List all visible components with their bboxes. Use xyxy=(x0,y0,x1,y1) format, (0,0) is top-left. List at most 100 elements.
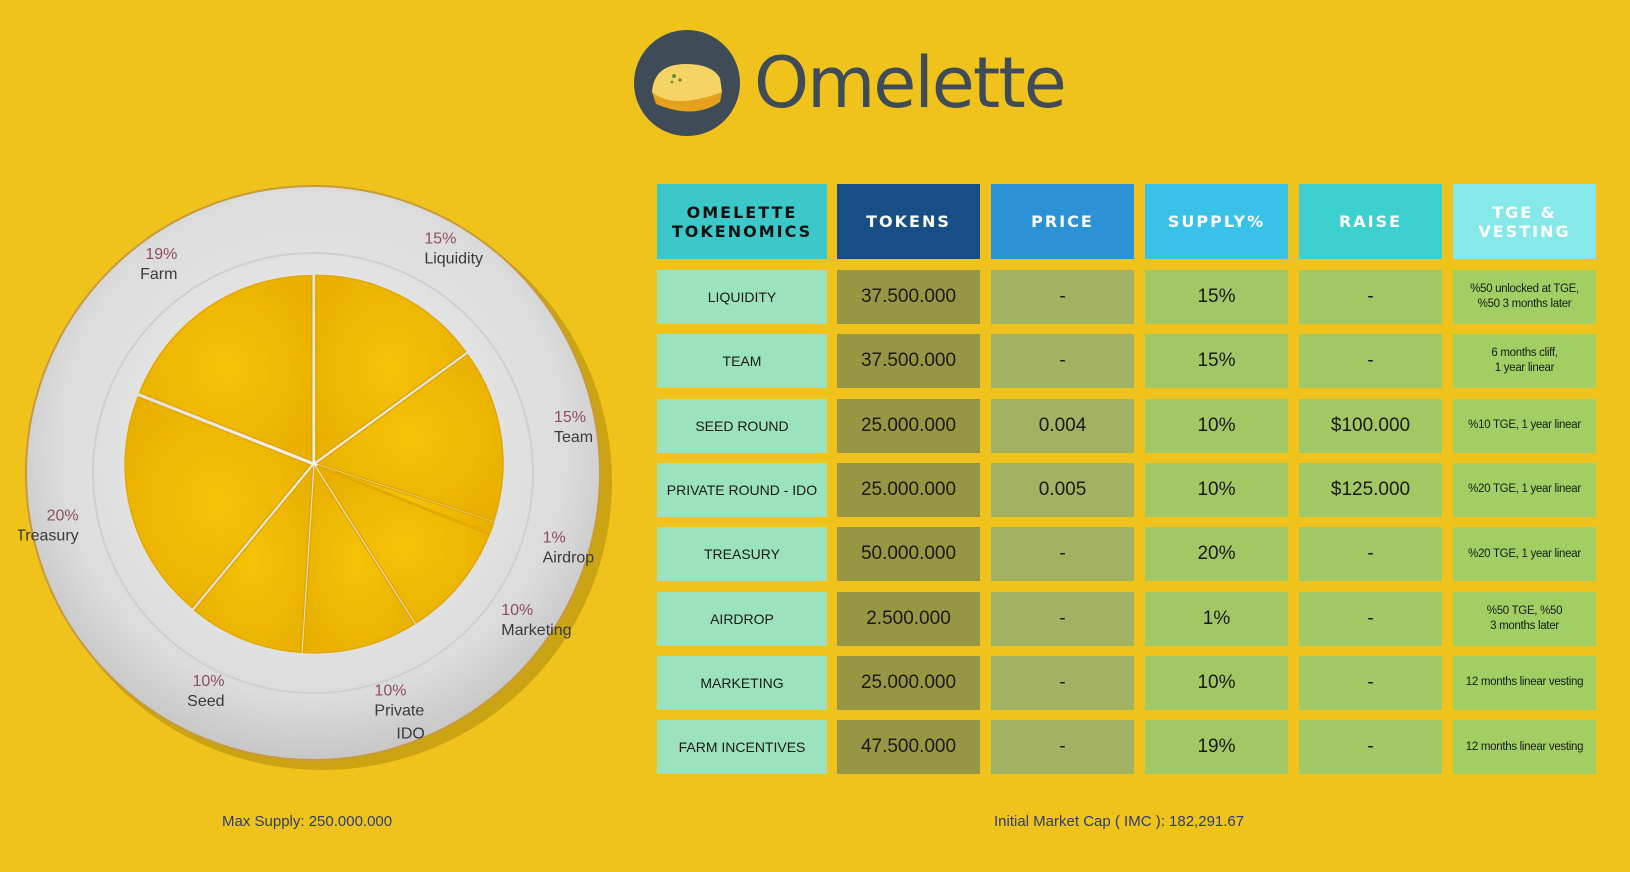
supply-cell: 10% xyxy=(1145,398,1288,453)
cell-text: - xyxy=(1367,607,1374,629)
price-cell: - xyxy=(991,591,1134,646)
cell-text: 37.500.000 xyxy=(860,350,957,372)
pie-label-private-ido-line2: IDO xyxy=(396,725,424,742)
pie-label-airdrop: Airdrop xyxy=(543,549,595,566)
cell-text: 2.500.000 xyxy=(866,607,951,629)
header-line: TOKENS xyxy=(866,212,951,231)
cell-text: $125.000 xyxy=(1330,478,1411,500)
pie-pct-marketing: 10% xyxy=(501,602,533,619)
pie-label-liquidity: Liquidity xyxy=(424,250,483,267)
vesting-cell: %50 TGE, %50 3 months later xyxy=(1453,591,1596,646)
pie-label-team: Team xyxy=(554,429,593,446)
cell-text: 10% xyxy=(1197,414,1236,436)
cell-text: - xyxy=(1367,543,1374,565)
header-line: VESTING xyxy=(1478,221,1571,241)
cell-text: PRIVATE ROUND - IDO xyxy=(666,481,818,498)
cell-text: 0.005 xyxy=(1038,478,1087,500)
pie-slice-liquidity xyxy=(315,274,467,462)
omelette-icon xyxy=(634,30,740,136)
cell-text: MARKETING xyxy=(700,674,784,691)
vesting-line: %20 TGE, 1 year linear xyxy=(1468,547,1581,560)
cell-text: 37.500.000 xyxy=(860,286,957,307)
tokenomics-pie-chart: 19% Farm 15% Liquidity 15% Team 1% Airdrop 10% Ma… xyxy=(18,185,612,770)
header-line: TGE & xyxy=(1492,202,1557,222)
pie-slice-treasury xyxy=(124,395,312,609)
cell-text: AIRDROP xyxy=(710,610,774,627)
raise-cell: - xyxy=(1299,591,1442,646)
raise-cell: - xyxy=(1299,334,1442,389)
cell-text: 1% xyxy=(1202,607,1231,629)
tokens-cell: 37.500.000 xyxy=(837,270,980,324)
cell-text: SEED ROUND xyxy=(695,417,789,434)
cell-text: 50.000.000 xyxy=(860,543,957,565)
vesting-line: 12 months linear vesting xyxy=(1465,740,1584,753)
pie-pct-farm: 19% xyxy=(145,246,177,263)
header-line: TOKENOMICS xyxy=(671,221,813,241)
tokens-cell: 25.000.000 xyxy=(837,398,980,453)
raise-cell: - xyxy=(1299,527,1442,582)
pie-slice-farm xyxy=(138,274,313,462)
tokens-cell: 37.500.000 xyxy=(837,334,980,389)
row-name-cell: PRIVATE ROUND - IDO xyxy=(657,462,827,517)
plate xyxy=(25,185,601,761)
pie-label-private-ido: Private xyxy=(374,702,424,719)
vesting-cell: 12 months linear vesting xyxy=(1453,655,1596,710)
cell-text: - xyxy=(1367,736,1374,758)
cell-text: LIQUIDITY xyxy=(707,289,777,305)
cell-text: - xyxy=(1059,736,1066,758)
cell-text: TEAM xyxy=(722,353,762,370)
vesting-line: 6 months cliff, xyxy=(1491,347,1558,360)
raise-cell: - xyxy=(1299,655,1442,710)
vesting-cell: %20 TGE, 1 year linear xyxy=(1453,462,1596,517)
raise-cell: - xyxy=(1299,720,1442,775)
pie-label-seed: Seed xyxy=(187,693,224,710)
price-cell: - xyxy=(991,270,1134,324)
raise-cell: $125.000 xyxy=(1299,462,1442,517)
row-name-cell: TEAM xyxy=(657,334,827,389)
cell-text: 25.000.000 xyxy=(860,671,957,693)
cell-text: TREASURY xyxy=(704,546,780,563)
tokens-cell: 2.500.000 xyxy=(837,591,980,646)
supply-cell: 1% xyxy=(1145,591,1288,646)
vesting-line: 3 months later xyxy=(1490,619,1559,632)
vesting-line: 12 months linear vesting xyxy=(1465,676,1584,689)
cell-text: - xyxy=(1059,671,1066,693)
cell-text: 25.000.000 xyxy=(860,478,957,500)
vesting-header: TGE & VESTING xyxy=(1453,184,1596,259)
supply-cell: 19% xyxy=(1145,720,1288,775)
cell-text: 25.000.000 xyxy=(860,414,957,436)
cell-text: 15% xyxy=(1197,350,1236,372)
pie-pct-treasury: 20% xyxy=(47,507,79,524)
raise-cell: - xyxy=(1299,270,1442,324)
name-header: OMELETTE TOKENOMICS xyxy=(657,184,827,259)
row-name-cell: AIRDROP xyxy=(657,591,827,646)
header-line: RAISE xyxy=(1338,212,1403,231)
tokens-cell: 47.500.000 xyxy=(837,720,980,775)
tokens-cell: 25.000.000 xyxy=(837,462,980,517)
pie-slice-private-ido xyxy=(302,465,416,654)
header-line: SUPPLY% xyxy=(1167,212,1266,231)
cell-text: $100.000 xyxy=(1330,414,1411,436)
vesting-cell: 12 months linear vesting xyxy=(1453,720,1596,775)
cell-text: FARM INCENTIVES xyxy=(678,739,806,756)
vesting-line: %50 TGE, %50 xyxy=(1486,604,1563,617)
vesting-line: 1 year linear xyxy=(1494,362,1555,375)
cell-text: 15% xyxy=(1197,286,1236,307)
vesting-line: %50 unlocked at TGE, xyxy=(1470,283,1579,295)
price-header: PRICE xyxy=(991,184,1134,259)
brand-logo: Omelette xyxy=(634,30,1067,136)
supply-cell: 15% xyxy=(1145,334,1288,389)
pie-pct-team: 15% xyxy=(554,409,586,426)
supply-cell: 10% xyxy=(1145,655,1288,710)
pie-pct-private-ido: 10% xyxy=(374,682,406,699)
row-name-cell: SEED ROUND xyxy=(657,398,827,453)
tokens-cell: 50.000.000 xyxy=(837,527,980,582)
row-name-cell: FARM INCENTIVES xyxy=(657,720,827,775)
pie-pct-airdrop: 1% xyxy=(543,529,566,546)
vesting-cell: 6 months cliff, 1 year linear xyxy=(1453,334,1596,389)
max-supply: Max Supply: 250.000.000 xyxy=(222,813,393,830)
cell-text: 19% xyxy=(1197,736,1236,758)
cell-text: 10% xyxy=(1197,478,1236,500)
pie-label-treasury: Treasury xyxy=(18,527,79,544)
vesting-line: %50 3 months later xyxy=(1477,298,1572,310)
